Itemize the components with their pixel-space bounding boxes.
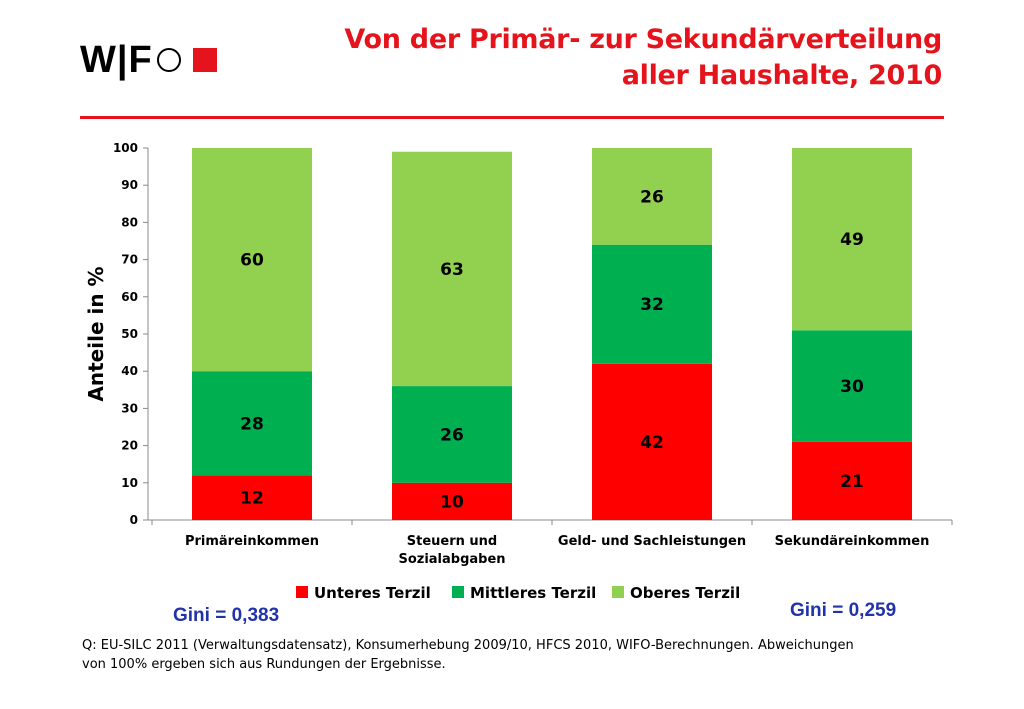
bar-segment <box>392 151 512 387</box>
legend-label: Oberes Terzil <box>630 584 740 602</box>
data-label: 63 <box>440 260 464 280</box>
x-category-label: Primäreinkommen <box>185 534 319 549</box>
legend-label: Unteres Terzil <box>314 584 431 602</box>
bar-segment <box>792 441 912 520</box>
y-tick-label: 10 <box>121 476 138 490</box>
data-label: 12 <box>240 489 264 509</box>
data-label: 30 <box>840 377 864 397</box>
data-label: 21 <box>840 472 864 492</box>
y-tick-label: 20 <box>121 439 138 453</box>
bar-segment <box>592 363 712 520</box>
data-label: 32 <box>640 295 664 315</box>
y-axis-title: Anteile in % <box>84 266 108 401</box>
bar-segment <box>192 148 312 372</box>
title-divider <box>80 116 944 119</box>
x-category-label: Sekundäreinkommen <box>775 534 930 549</box>
bar-segment <box>392 482 512 520</box>
logo-circle-icon <box>156 48 181 72</box>
bar-segment <box>792 148 912 331</box>
x-category-label: Steuern und <box>407 534 497 549</box>
source-line-1: Q: EU-SILC 2011 (Verwaltungsdatensatz), … <box>82 638 854 653</box>
y-tick-label: 30 <box>121 401 138 415</box>
y-tick-label: 90 <box>121 178 138 192</box>
bar-segment <box>592 244 712 364</box>
data-label: 28 <box>240 414 264 434</box>
bar-segment <box>592 148 712 245</box>
y-tick-label: 0 <box>130 513 138 527</box>
logo-square-icon <box>192 48 217 72</box>
y-tick-label: 70 <box>121 253 138 267</box>
data-label: 60 <box>240 251 264 271</box>
y-tick-label: 40 <box>121 364 138 378</box>
legend-swatch <box>612 586 624 598</box>
data-label: 26 <box>640 187 664 207</box>
data-label: 26 <box>440 425 464 445</box>
data-label: 42 <box>640 433 664 453</box>
y-tick-label: 100 <box>113 141 138 155</box>
wifo-logo: W|F <box>80 38 217 82</box>
logo-wordmark: W|F <box>80 39 153 81</box>
x-category-label: Sozialabgaben <box>398 552 505 567</box>
gini-primary-label: Gini = 0,383 <box>173 605 280 626</box>
y-tick-label: 50 <box>121 327 138 341</box>
data-label: 10 <box>440 492 464 512</box>
bar-segment <box>792 330 912 442</box>
x-category-label: Geld- und Sachleistungen <box>558 534 746 549</box>
y-tick-label: 60 <box>121 290 138 304</box>
title-line-2: aller Haushalte, 2010 <box>621 60 943 91</box>
slide-title: Von der Primär- zur Sekundärverteilung a… <box>344 22 942 94</box>
legend-swatch <box>296 586 308 598</box>
data-label: 49 <box>840 230 864 250</box>
bar-segment <box>192 371 312 476</box>
legend-label: Mittleres Terzil <box>470 584 596 602</box>
title-line-1: Von der Primär- zur Sekundärverteilung <box>344 24 942 55</box>
gini-secondary-label: Gini = 0,259 <box>790 600 897 621</box>
legend-swatch <box>452 586 464 598</box>
y-tick-label: 80 <box>121 215 138 229</box>
bar-segment <box>192 475 312 520</box>
source-line-2: von 100% ergeben sich aus Rundungen der … <box>82 657 446 672</box>
bar-segment <box>392 386 512 483</box>
source-note: Q: EU-SILC 2011 (Verwaltungsdatensatz), … <box>82 636 932 674</box>
